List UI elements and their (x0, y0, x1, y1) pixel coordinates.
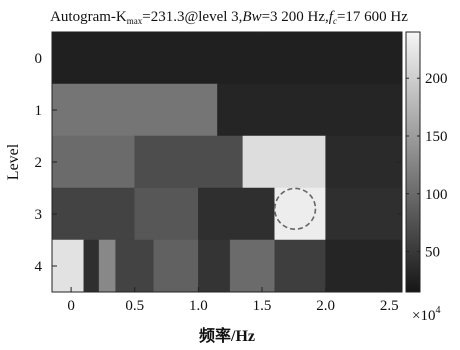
y-tick-label: 2 (35, 155, 43, 171)
x-tick-label: 0.5 (125, 298, 144, 314)
heatmap-cell-l1-2 (217, 83, 402, 137)
heatmap-cell-l4-17 (198, 239, 231, 292)
heatmap-cell-l2-6 (325, 135, 402, 189)
colorbar-tick-label: 150 (425, 129, 448, 145)
heatmap-cell-l4-15 (115, 239, 155, 292)
heatmap-cell-l3-10 (274, 187, 326, 241)
title-bw-label: Bw (242, 9, 261, 25)
title-fc-value: =17 600 Hz (337, 9, 408, 25)
chart-title: Autogram-Kmax=231.3@level 3,Bw=3 200 Hz,… (50, 9, 408, 26)
heatmap-cell-l4-13 (83, 239, 100, 292)
y-tick-label: 4 (35, 259, 43, 275)
x-tick-label: 2.0 (316, 298, 335, 314)
y-axis-label: Level (5, 143, 22, 180)
title-fc-subscript: c (333, 16, 337, 26)
heatmap-cells (52, 32, 402, 292)
title-bw-value: =3 200 Hz, (262, 9, 329, 25)
title-fc-label: f (329, 9, 335, 25)
heatmap-cell-l4-20 (325, 239, 402, 292)
colorbar-tick-label: 200 (425, 71, 448, 87)
heatmap-cell-l3-9 (198, 187, 275, 241)
heatmap-cell-l3-11 (325, 187, 402, 241)
colorbar-tick-label: 50 (425, 245, 440, 261)
title-kurtosis: =231.3@level 3, (142, 9, 242, 25)
x-tick-label: 0 (67, 298, 75, 314)
heatmap-cell-l3-7 (52, 187, 135, 241)
highlight-circle (273, 187, 317, 230)
y-tick-label: 0 (35, 51, 43, 67)
heatmap-cell-l2-3 (52, 135, 135, 189)
y-axis-ticks: 0 1 2 3 4 (35, 51, 402, 275)
colorbar-ticks: 50 100 150 200 (406, 71, 448, 261)
heatmap-cell-l4-14 (98, 239, 116, 292)
heatmap-cell-l0-0 (52, 32, 402, 85)
heatmap-cell-l4-19 (274, 239, 326, 292)
title-prefix: Autogram-K (50, 9, 127, 25)
colorbar (405, 31, 421, 293)
heatmap-cell-l4-18 (229, 239, 275, 292)
heatmap-cell-l4-16 (153, 239, 199, 292)
title-max-subscript: max (127, 16, 143, 26)
x-tick-label: 2.5 (380, 298, 399, 314)
highlight-marker (273, 187, 317, 230)
x-multiplier-base: ×10 (412, 308, 435, 324)
x-multiplier-exponent: 4 (435, 305, 440, 316)
heatmap-cell-l4-12 (52, 239, 85, 292)
y-tick-label: 3 (35, 207, 43, 223)
heatmap-cell-l3-8 (134, 187, 199, 241)
x-tick-label: 1.0 (189, 298, 208, 314)
x-axis-ticks: 0 0.5 1.0 1.5 2.0 2.5 (67, 32, 399, 314)
x-axis-multiplier: ×104 (412, 305, 440, 324)
x-tick-label: 1.5 (253, 298, 272, 314)
x-axis-label: 频率/Hz (199, 326, 255, 345)
heatmap-cell-l1-1 (52, 83, 218, 137)
colorbar-tick-label: 100 (425, 187, 448, 203)
heatmap-cell-l2-5 (242, 135, 326, 189)
y-tick-label: 1 (35, 103, 43, 119)
heatmap-cell-l2-4 (134, 135, 244, 189)
